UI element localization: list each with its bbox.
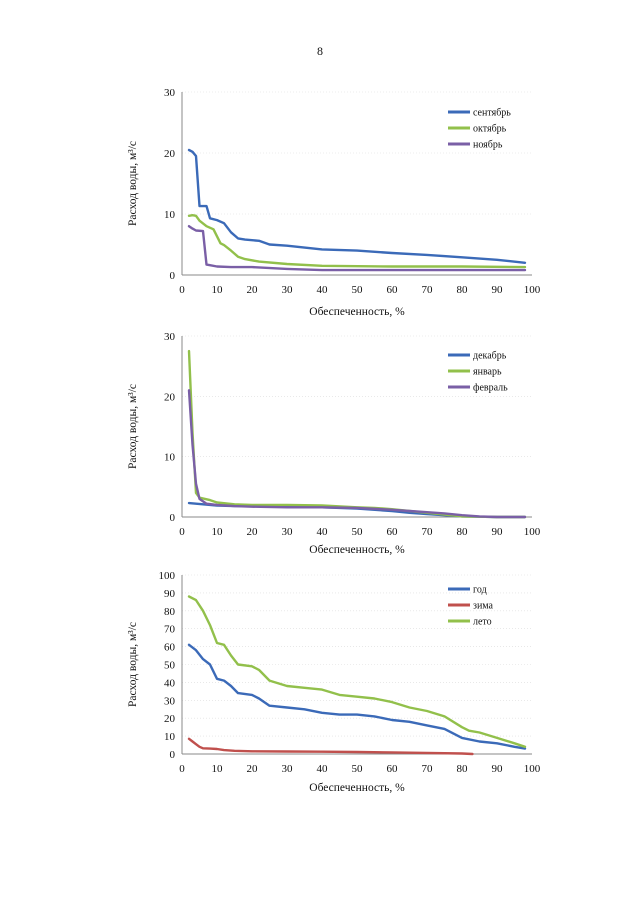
y-tick-label: 70 bbox=[164, 624, 176, 636]
y-tick-label: 60 bbox=[164, 642, 176, 654]
x-tick-label: 0 bbox=[179, 763, 185, 775]
y-axis-label: Расход воды, м³/с bbox=[127, 384, 139, 469]
x-tick-label: 40 bbox=[317, 526, 329, 538]
x-tick-label: 70 bbox=[422, 526, 434, 538]
x-tick-label: 100 bbox=[524, 763, 541, 775]
series-line-сентябрь bbox=[187, 148, 527, 265]
y-tick-label: 50 bbox=[164, 660, 176, 672]
series-line-октябрь bbox=[187, 213, 527, 269]
y-tick-label: 30 bbox=[164, 87, 176, 99]
y-tick-label: 90 bbox=[164, 588, 176, 600]
y-tick-label: 30 bbox=[164, 331, 176, 343]
series-line-ноябрь bbox=[187, 224, 527, 272]
y-tick-label: 20 bbox=[164, 391, 176, 403]
x-tick-label: 50 bbox=[352, 763, 364, 775]
x-tick-label: 30 bbox=[282, 284, 294, 296]
series-line-лето bbox=[187, 595, 527, 749]
x-tick-label: 10 bbox=[212, 526, 224, 538]
legend-label: октябрь bbox=[473, 124, 507, 135]
x-tick-label: 20 bbox=[247, 284, 259, 296]
x-tick-label: 30 bbox=[282, 763, 294, 775]
y-tick-label: 20 bbox=[164, 148, 176, 160]
y-tick-label: 20 bbox=[164, 713, 176, 725]
y-tick-label: 10 bbox=[164, 731, 176, 743]
x-axis-label: Обеспеченность, % bbox=[309, 544, 405, 556]
legend-label: сентябрь bbox=[473, 108, 511, 119]
y-tick-label: 100 bbox=[159, 570, 176, 582]
x-tick-label: 100 bbox=[524, 284, 541, 296]
x-tick-label: 0 bbox=[179, 284, 185, 296]
x-tick-label: 60 bbox=[387, 763, 399, 775]
y-axis-label: Расход воды, м³/с bbox=[127, 141, 139, 226]
x-axis-label: Обеспеченность, % bbox=[309, 306, 405, 318]
legend-label: декабрь bbox=[473, 351, 507, 362]
x-tick-label: 20 bbox=[247, 763, 259, 775]
x-tick-label: 60 bbox=[387, 284, 399, 296]
x-tick-label: 80 bbox=[457, 763, 469, 775]
chart-autumn-months: 0 10 20 30 0 10 20 30 40 50 60 70 80 90 100 Обеспеченно… bbox=[127, 87, 541, 318]
y-tick-label: 0 bbox=[170, 749, 176, 761]
x-tick-label: 50 bbox=[352, 526, 364, 538]
x-tick-label: 80 bbox=[457, 284, 469, 296]
x-tick-label: 70 bbox=[422, 763, 434, 775]
y-axis-label: Расход воды, м³/с bbox=[127, 622, 139, 707]
y-tick-label: 40 bbox=[164, 677, 176, 689]
y-tick-label: 0 bbox=[170, 270, 176, 282]
x-tick-label: 100 bbox=[524, 526, 541, 538]
x-tick-label: 30 bbox=[282, 526, 294, 538]
x-tick-label: 10 bbox=[212, 284, 224, 296]
x-tick-label: 70 bbox=[422, 284, 434, 296]
y-tick-label: 10 bbox=[164, 452, 176, 464]
x-tick-label: 20 bbox=[247, 526, 259, 538]
series-line-зима bbox=[187, 737, 474, 756]
x-tick-label: 50 bbox=[352, 284, 364, 296]
y-tick-label: 30 bbox=[164, 695, 176, 707]
chart-winter-months: 0 10 20 30 0 10 20 30 40 50 60 70 80 90 100 Обеспеченно… bbox=[127, 331, 541, 556]
x-tick-label: 90 bbox=[492, 526, 504, 538]
legend-label: ноябрь bbox=[473, 140, 503, 151]
series-line-год bbox=[187, 643, 527, 750]
y-tick-label: 0 bbox=[170, 512, 176, 524]
x-tick-label: 60 bbox=[387, 526, 399, 538]
x-tick-label: 80 bbox=[457, 526, 469, 538]
y-tick-label: 10 bbox=[164, 209, 176, 221]
x-tick-label: 10 bbox=[212, 763, 224, 775]
chart-seasons: 0 10 20 30 40 50 60 70 80 90 100 0 10 20 30 40 50 60 70 80 9… bbox=[127, 570, 541, 794]
y-tick-label: 80 bbox=[164, 606, 176, 618]
x-tick-label: 40 bbox=[317, 763, 329, 775]
legend-label: год bbox=[473, 585, 487, 596]
x-tick-label: 0 bbox=[179, 526, 185, 538]
legend-label: февраль bbox=[473, 383, 508, 394]
x-tick-label: 90 bbox=[492, 763, 504, 775]
x-tick-label: 40 bbox=[317, 284, 329, 296]
legend-label: зима bbox=[473, 601, 494, 612]
x-tick-label: 90 bbox=[492, 284, 504, 296]
legend-label: лето bbox=[473, 617, 492, 628]
x-axis-label: Обеспеченность, % bbox=[309, 782, 405, 794]
series-line-февраль bbox=[187, 389, 527, 519]
page-number: 8 bbox=[317, 44, 323, 58]
legend-label: январь bbox=[473, 367, 502, 378]
